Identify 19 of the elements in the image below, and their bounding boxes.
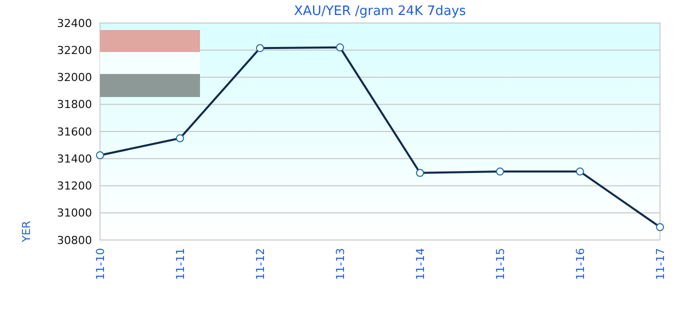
y-tick-label: 31200 — [57, 180, 92, 193]
y-tick-label: 31600 — [57, 125, 92, 138]
x-tick-label: 11-12 — [254, 248, 267, 280]
chart-title: XAU/YER /gram 24K 7days — [294, 4, 466, 19]
y-tick-label: 31800 — [57, 98, 92, 112]
y-tick-label: 31000 — [57, 206, 92, 220]
x-tick-label: 11-11 — [174, 248, 187, 280]
x-tick-label: 11-14 — [414, 248, 427, 280]
y-tick-label: 30800 — [57, 234, 92, 247]
x-tick-label: 11-10 — [94, 248, 107, 280]
y-tick-label: 32000 — [57, 71, 92, 84]
x-tick-label: 11-15 — [494, 248, 507, 280]
y-tick-label: 31400 — [57, 152, 92, 166]
y-tick-label: 32400 — [57, 16, 92, 30]
y-tick-label: 32200 — [57, 44, 92, 57]
x-tick-label: 11-16 — [574, 248, 587, 280]
y-axis-title: YER — [20, 220, 33, 244]
x-tick-label: 11-13 — [334, 248, 347, 280]
x-tick-label: 11-17 — [654, 248, 667, 280]
